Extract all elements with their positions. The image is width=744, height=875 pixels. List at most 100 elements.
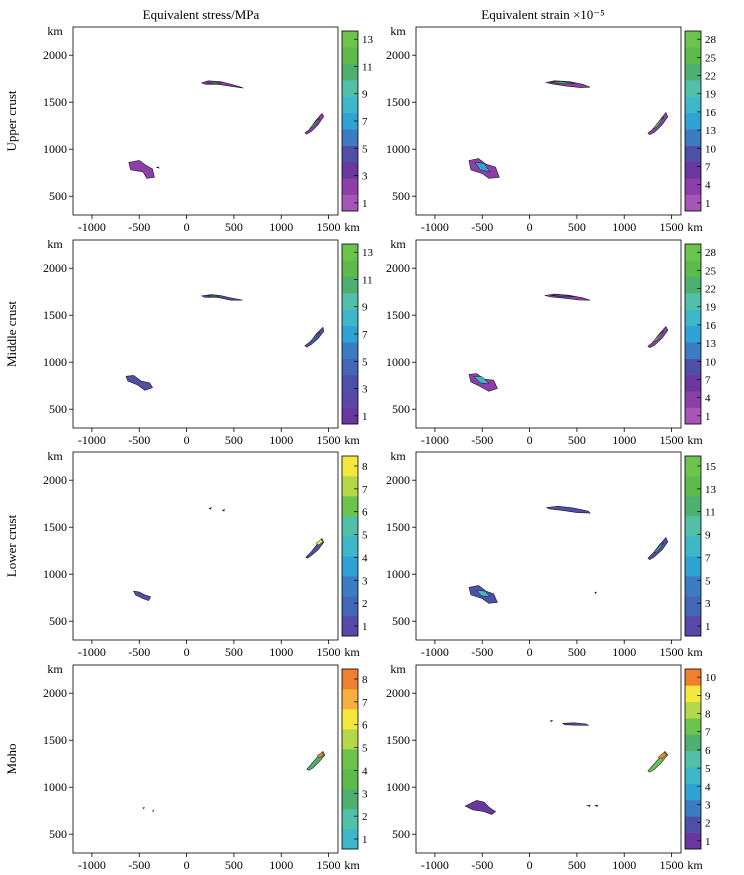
- colorbar-tick-label: 7: [705, 552, 711, 564]
- panel-stress-middle-crust: -1000 -500 0 500 1000 1500 km500100015002000km…: [4, 237, 374, 447]
- colorbar-segment: [685, 536, 701, 557]
- x-tick-label: 0: [184, 433, 190, 447]
- colorbar-segment: [685, 701, 701, 719]
- colorbar-tick-label: 6: [705, 745, 711, 757]
- row-label-lower-crust: Lower crust: [4, 514, 19, 577]
- y-tick-label: 1500: [43, 95, 67, 109]
- y-tick-label: 1000: [43, 142, 67, 156]
- colorbar-segment: [685, 767, 701, 784]
- x-tick-label: 1000: [269, 433, 293, 447]
- colorbar-tick-label: 1: [362, 621, 368, 633]
- colorbar-tick-label: 9: [705, 530, 711, 542]
- row-label-upper-crust: Upper crust: [4, 90, 19, 151]
- anomaly-core: [474, 162, 491, 173]
- colorbar-segment: [685, 669, 701, 686]
- x-tick-label: -1000: [78, 645, 106, 659]
- plot-area: [415, 239, 682, 429]
- y-tick-label: 2000: [386, 261, 410, 275]
- colorbar-segment: [685, 496, 701, 517]
- colorbar-tick-label: 5: [705, 763, 711, 775]
- colorbar-segment: [342, 729, 358, 750]
- colorbar-tick-label: 3: [362, 575, 368, 587]
- y-axis-unit: km: [47, 237, 63, 251]
- panel-stress-lower-crust: -1000 -500 0 500 1000 1500 km500100015002000km…: [4, 449, 368, 659]
- anomaly-core: [476, 589, 491, 598]
- colorbar-segment: [685, 750, 701, 768]
- colorbar-segment: [342, 749, 358, 770]
- y-tick-label: 2000: [386, 686, 410, 700]
- y-tick-label: 500: [392, 827, 410, 841]
- x-tick-label: 1000: [269, 645, 293, 659]
- colorbar-tick-label: 7: [362, 329, 368, 341]
- colorbar-segment: [342, 689, 358, 710]
- colorbar-tick-label: 5: [362, 143, 368, 155]
- colorbar-tick-label: 19: [705, 302, 717, 314]
- colorbar-segment: [342, 769, 358, 790]
- colorbar-segment: [685, 783, 701, 801]
- plot-area: [72, 664, 339, 854]
- colorbar-segment: [342, 616, 358, 637]
- colorbar-tick-label: 3: [362, 384, 368, 396]
- colorbar-segment: [342, 80, 358, 97]
- colorbar-tick-label: 9: [362, 89, 368, 101]
- colorbar-segment: [685, 476, 701, 497]
- colorbar-segment: [342, 31, 358, 48]
- colorbar-segment: [342, 358, 358, 376]
- colorbar-tick-label: 13: [705, 338, 717, 350]
- colorbar-tick-label: 2: [362, 598, 368, 610]
- panel-strain-upper-crust: -1000 -500 0 500 1000 1500 km500100015002000km…: [386, 24, 717, 234]
- colorbar-tick-label: 25: [705, 265, 717, 277]
- colorbar-segment: [342, 112, 358, 130]
- y-axis-unit: km: [390, 237, 406, 251]
- colorbar: 1 2 3 4 5 6 7 8 9 10: [684, 668, 717, 850]
- x-tick-label: 1000: [612, 645, 636, 659]
- colorbar-segment: [685, 63, 701, 81]
- x-tick-label: 1000: [612, 858, 636, 872]
- x-tick-label: 500: [225, 858, 243, 872]
- colorbar: 1 2 3 4 5 6 7 8: [341, 668, 368, 850]
- y-tick-label: 1500: [386, 733, 410, 747]
- colorbar-segment: [685, 456, 701, 477]
- y-axis-unit: km: [390, 449, 406, 463]
- colorbar-segment: [342, 669, 358, 690]
- x-tick-label: 1500: [660, 220, 684, 234]
- x-tick-label: 500: [225, 220, 243, 234]
- y-tick-label: 500: [392, 189, 410, 203]
- anomaly-contour: [561, 722, 590, 726]
- colorbar-tick-label: 8: [705, 709, 711, 721]
- colorbar-tick-label: 4: [362, 552, 368, 564]
- colorbar-segment: [685, 276, 701, 294]
- colorbar-segment: [342, 309, 358, 327]
- colorbar-segment: [685, 112, 701, 130]
- colorbar-tick-label: 7: [705, 374, 711, 386]
- x-tick-label: 0: [527, 220, 533, 234]
- anomaly-contour: [152, 809, 154, 813]
- colorbar-tick-label: 13: [705, 484, 717, 496]
- anomaly-contour: [208, 506, 212, 510]
- x-axis-unit: km: [344, 220, 360, 234]
- colorbar-tick-label: 3: [705, 799, 711, 811]
- row-label-moho: Moho: [4, 743, 19, 774]
- anomaly-core: [207, 295, 219, 298]
- y-axis-unit: km: [390, 662, 406, 676]
- x-tick-label: -500: [471, 645, 493, 659]
- colorbar-segment: [342, 145, 358, 163]
- anomaly-core: [657, 752, 668, 760]
- panel-strain-middle-crust: -1000 -500 0 500 1000 1500 km500100015002000km…: [386, 237, 717, 447]
- anomaly-contour: [142, 806, 145, 810]
- colorbar-tick-label: 7: [362, 484, 368, 496]
- x-tick-label: 0: [184, 220, 190, 234]
- y-tick-label: 2000: [43, 48, 67, 62]
- x-tick-label: 1500: [317, 858, 341, 872]
- colorbar-tick-label: 1: [705, 198, 711, 210]
- y-tick-label: 1000: [386, 142, 410, 156]
- x-tick-label: 0: [184, 858, 190, 872]
- anomaly-contour: [125, 375, 153, 391]
- x-tick-label: -500: [471, 858, 493, 872]
- colorbar-tick-label: 16: [705, 320, 717, 332]
- colorbar-segment: [685, 616, 701, 637]
- colorbar-frame: [684, 455, 702, 637]
- colorbar-tick-label: 6: [362, 720, 368, 732]
- colorbar-tick-label: 13: [362, 247, 374, 259]
- x-tick-label: -500: [128, 433, 150, 447]
